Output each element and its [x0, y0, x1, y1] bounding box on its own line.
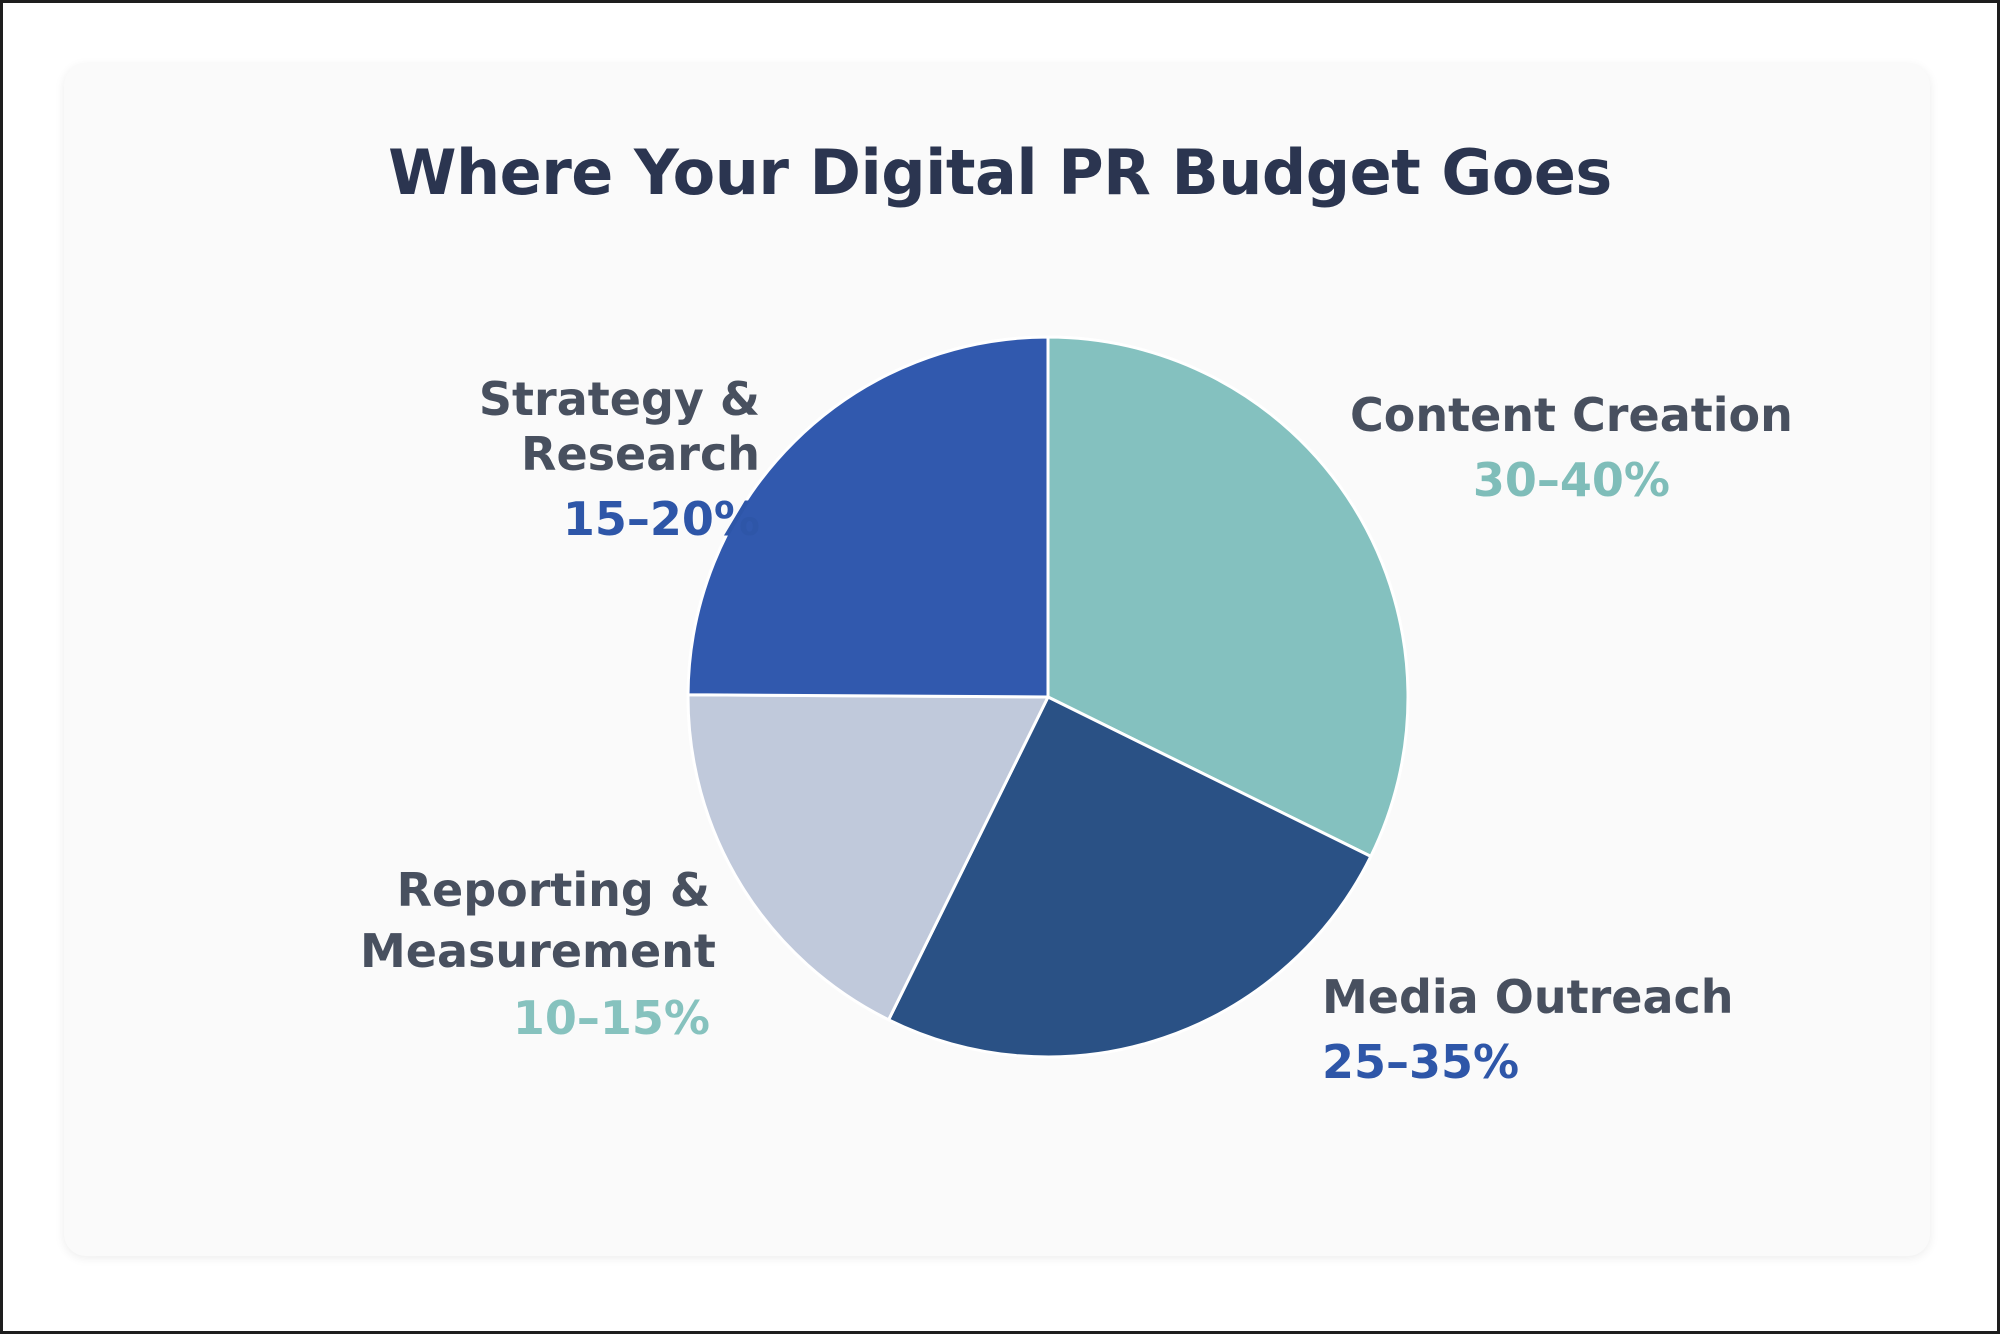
label-media-outreach-value: 25–35% — [1322, 1035, 1520, 1090]
chart-title: Where Your Digital PR Budget Goes — [388, 136, 1612, 209]
label-reporting-measurement-name: Reporting & Measurement — [360, 863, 716, 978]
label-media-outreach: Media Outreach 25–35% — [1322, 970, 1734, 1090]
pie-slice-reporting-measurement — [686, 693, 1050, 1022]
label-strategy-research: Strategy & Research 15–20% — [250, 372, 760, 548]
label-reporting-measurement: Reporting & Measurement 10–15% — [360, 860, 716, 1047]
label-strategy-research-value: 15–20% — [562, 492, 760, 547]
pie-slice-content-creation — [1046, 335, 1410, 858]
label-media-outreach-name: Media Outreach — [1322, 970, 1734, 1024]
label-reporting-measurement-value: 10–15% — [512, 991, 710, 1046]
label-content-creation-value: 30–40% — [1472, 453, 1670, 508]
label-strategy-research-name: Strategy & Research — [478, 372, 760, 482]
label-content-creation-name: Content Creation — [1350, 388, 1793, 442]
pie-slice-media-outreach — [887, 695, 1373, 1059]
label-content-creation: Content Creation 30–40% — [1350, 388, 1793, 508]
pie-slice-strategy-research — [686, 335, 1050, 699]
